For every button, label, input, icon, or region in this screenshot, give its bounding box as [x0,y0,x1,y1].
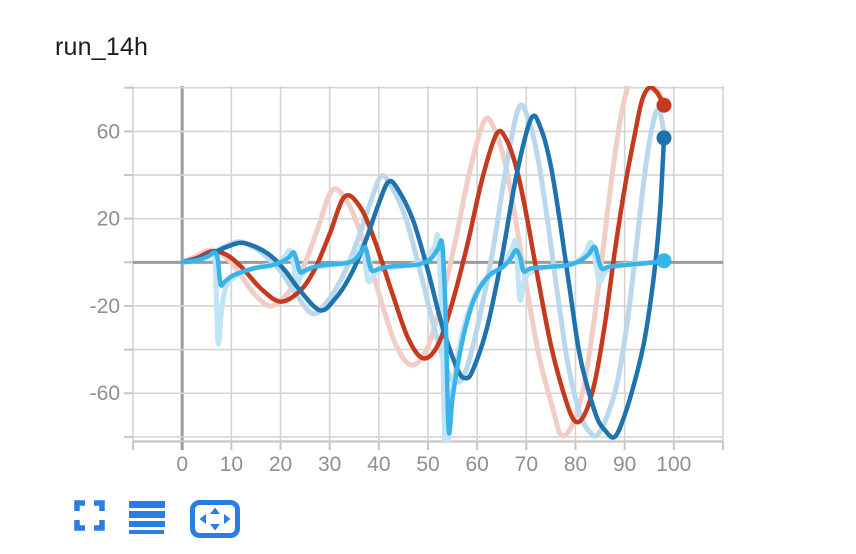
svg-text:50: 50 [416,453,439,476]
svg-text:10: 10 [220,453,243,476]
tick-labels-group: 0 10 20 30 40 50 60 70 80 90 100 60 20 -20 -60 [90,120,692,476]
svg-text:20: 20 [97,208,120,231]
series-red-smoothed [179,86,667,425]
fullscreen-button[interactable] [74,500,105,531]
svg-text:-20: -20 [90,295,120,318]
fit-to-screen-icon [190,500,240,538]
svg-text:70: 70 [515,453,538,476]
svg-text:20: 20 [269,453,292,476]
fullscreen-icon [74,500,105,531]
end-marker-red-smoothed [656,97,672,113]
end-markers-group [656,97,672,269]
end-marker-cyan-smoothed [656,253,672,269]
axis-group [124,86,724,450]
legend-lines-icon [129,501,165,534]
series-cyan-smoothed [179,238,667,436]
svg-text:30: 30 [318,453,341,476]
svg-text:40: 40 [367,453,390,476]
series-blue-smoothed [179,113,667,440]
svg-text:60: 60 [465,453,488,476]
legend-button[interactable] [129,500,166,535]
svg-text:80: 80 [564,453,587,476]
chart-title: run_14h [55,33,149,61]
svg-text:-60: -60 [90,382,120,405]
svg-text:90: 90 [613,453,636,476]
end-marker-blue-smoothed [656,130,672,146]
svg-text:100: 100 [656,453,691,476]
chart-toolbar [74,500,240,538]
svg-text:0: 0 [176,453,188,476]
series-group [179,86,667,443]
series-blue-raw [179,102,667,439]
svg-text:60: 60 [97,120,120,143]
fit-button[interactable] [190,500,240,538]
